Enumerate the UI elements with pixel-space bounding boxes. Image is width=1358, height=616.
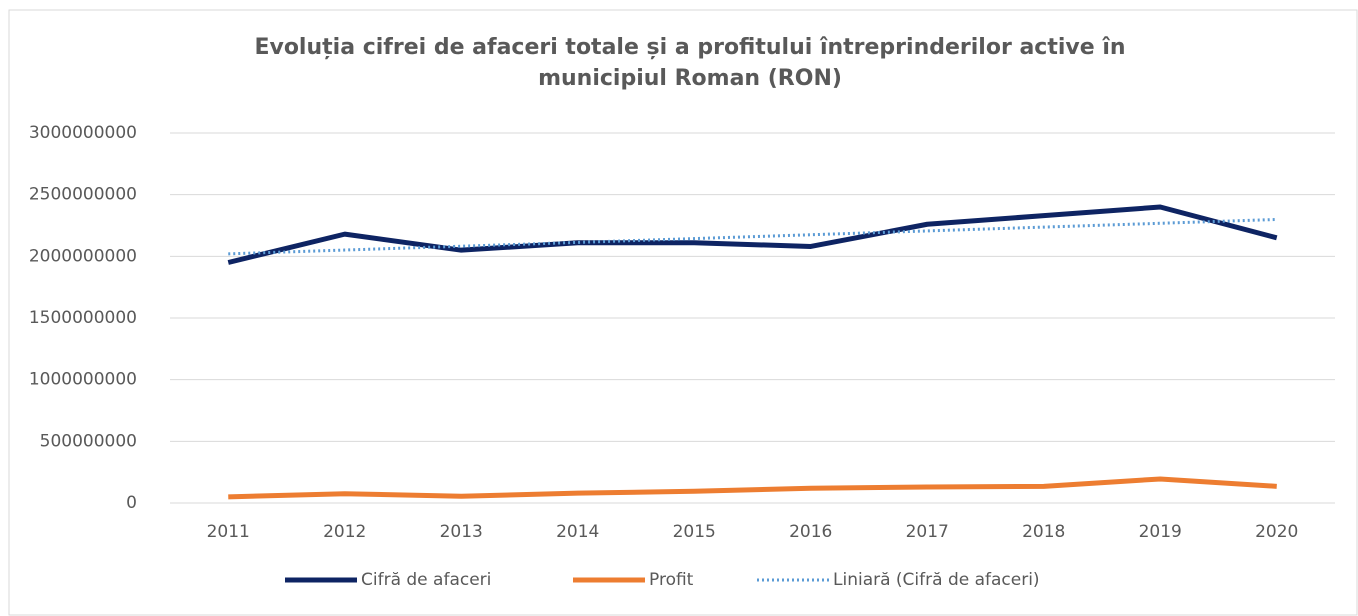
y-tick-label: 500000000 xyxy=(40,431,137,451)
x-tick-label: 2015 xyxy=(673,522,716,542)
y-tick-label: 3000000000 xyxy=(29,123,137,143)
y-tick-label: 2500000000 xyxy=(29,185,137,205)
x-tick-label: 2012 xyxy=(323,522,366,542)
y-tick-label: 0 xyxy=(126,493,137,513)
x-tick-label: 2014 xyxy=(556,522,599,542)
x-tick-label: 2016 xyxy=(789,522,832,542)
chart-subtitle: municipiul Roman (RON) xyxy=(538,66,842,91)
x-tick-label: 2017 xyxy=(906,522,949,542)
chart-border xyxy=(8,9,1358,616)
chart-title: Evoluția cifrei de afaceri totale și a p… xyxy=(254,35,1125,60)
legend-label: Cifră de afaceri xyxy=(361,570,491,590)
legend-label: Profit xyxy=(649,570,694,590)
y-tick-label: 1000000000 xyxy=(29,370,137,390)
x-tick-label: 2020 xyxy=(1255,522,1298,542)
y-tick-label: 2000000000 xyxy=(29,246,137,266)
x-tick-label: 2018 xyxy=(1022,522,1065,542)
series-line xyxy=(228,476,1277,500)
x-tick-label: 2013 xyxy=(440,522,483,542)
y-tick-label: 1500000000 xyxy=(29,308,137,328)
legend-label: Liniară (Cifră de afaceri) xyxy=(833,570,1040,590)
x-tick-label: 2011 xyxy=(207,522,250,542)
series-line xyxy=(227,204,1278,265)
x-tick-label: 2019 xyxy=(1139,522,1182,542)
